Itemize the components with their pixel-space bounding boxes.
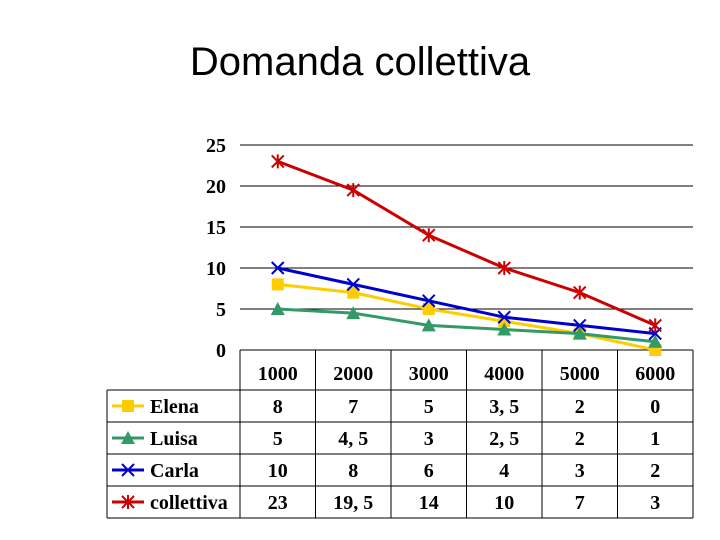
data-point-collettiva — [573, 285, 587, 300]
x-tick-label: 5000 — [560, 363, 600, 385]
data-point-collettiva — [648, 318, 662, 333]
series-line-collettiva — [277, 159, 656, 327]
data-point-elena — [271, 278, 284, 291]
table-cell-elena: 8 — [273, 396, 283, 418]
table-cell-luisa: 2 — [575, 428, 585, 450]
table-cell-elena: 7 — [348, 396, 358, 418]
y-tick-label: 20 — [206, 176, 226, 198]
table-cell-carla: 8 — [348, 460, 358, 482]
table-cell-carla: 4 — [499, 460, 509, 482]
chart-title: Domanda collettiva — [189, 40, 531, 84]
x-tick-label: 1000 — [258, 363, 298, 385]
data-point-carla — [422, 294, 436, 308]
table-cell-elena: 5 — [424, 396, 434, 418]
table-cell-collettiva: 3 — [650, 492, 660, 514]
series-line-luisa — [277, 307, 656, 344]
series-line-elena — [277, 282, 656, 352]
x-tick-label: 3000 — [409, 363, 449, 385]
y-tick-label: 25 — [206, 135, 226, 157]
data-point-elena — [422, 303, 435, 315]
data-point-carla — [573, 318, 587, 333]
legend-label-collettiva: collettiva — [150, 492, 228, 514]
table-cell-luisa: 1 — [650, 428, 660, 450]
table-cell-elena: 2 — [575, 396, 585, 418]
legend-label-carla: Carla — [150, 460, 199, 482]
table-cell-luisa: 2, 5 — [489, 428, 519, 450]
y-tick-label: 5 — [216, 299, 226, 321]
data-point-luisa — [421, 318, 436, 332]
legend-label-elena: Elena — [150, 396, 199, 418]
data-point-collettiva — [422, 228, 436, 243]
data-point-luisa — [346, 306, 361, 320]
data-point-luisa — [497, 322, 512, 336]
legend-marker-collettiva — [121, 495, 135, 509]
x-tick-label: 6000 — [635, 363, 675, 385]
table-cell-collettiva: 23 — [268, 492, 288, 514]
table-cell-elena: 3, 5 — [489, 396, 519, 418]
legend-marker-luisa — [121, 431, 135, 444]
table-cell-carla: 3 — [575, 460, 585, 482]
legend-marker-elena — [122, 400, 134, 412]
table-cell-carla: 6 — [424, 460, 434, 482]
x-tick-label: 4000 — [484, 363, 524, 385]
table-cell-collettiva: 14 — [419, 492, 439, 514]
table-cell-collettiva: 7 — [575, 492, 585, 514]
table-cell-luisa: 4, 5 — [338, 428, 368, 450]
data-point-carla — [271, 261, 285, 275]
table-cell-carla: 10 — [268, 460, 288, 482]
data-point-collettiva — [497, 261, 511, 275]
data-point-luisa — [270, 302, 285, 315]
table-cell-luisa: 5 — [273, 428, 283, 450]
table-cell-luisa: 3 — [424, 428, 434, 450]
data-point-collettiva — [271, 154, 285, 169]
x-tick-label: 2000 — [333, 363, 373, 385]
data-point-luisa — [572, 326, 587, 340]
data-point-carla — [497, 310, 511, 324]
series-line-carla — [277, 266, 656, 336]
data-point-carla — [346, 277, 360, 292]
data-point-elena — [347, 286, 360, 299]
data-point-luisa — [648, 334, 663, 348]
y-tick-label: 15 — [206, 217, 226, 239]
legend-marker-carla — [121, 463, 135, 477]
legend-label-luisa: Luisa — [150, 428, 198, 450]
table-cell-carla: 2 — [650, 460, 660, 482]
table-cell-collettiva: 10 — [494, 492, 514, 514]
y-tick-label: 0 — [216, 340, 226, 362]
table-cell-elena: 0 — [650, 396, 660, 418]
y-tick-label: 10 — [206, 258, 226, 280]
data-point-collettiva — [346, 183, 360, 198]
table-cell-collettiva: 19, 5 — [333, 492, 373, 514]
